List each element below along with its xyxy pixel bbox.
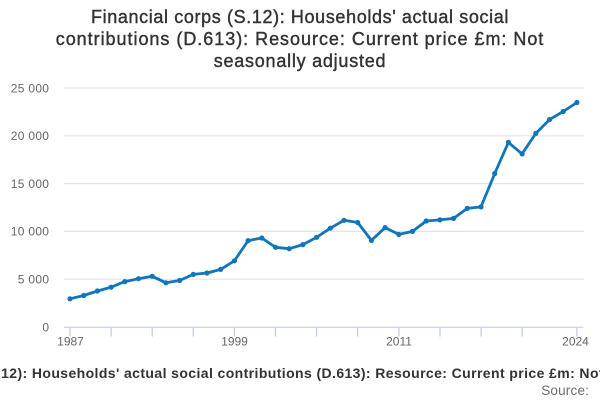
svg-text:25 000: 25 000 xyxy=(11,81,50,95)
svg-text:10 000: 10 000 xyxy=(11,225,50,239)
svg-text:2024: 2024 xyxy=(562,335,589,349)
svg-text:20 000: 20 000 xyxy=(11,129,50,143)
svg-text:2011: 2011 xyxy=(386,335,412,349)
svg-text:1999: 1999 xyxy=(221,335,248,349)
svg-text:1987: 1987 xyxy=(57,335,84,349)
svg-text:15 000: 15 000 xyxy=(11,177,50,191)
svg-text:0: 0 xyxy=(42,320,49,334)
svg-text:5 000: 5 000 xyxy=(18,273,50,287)
